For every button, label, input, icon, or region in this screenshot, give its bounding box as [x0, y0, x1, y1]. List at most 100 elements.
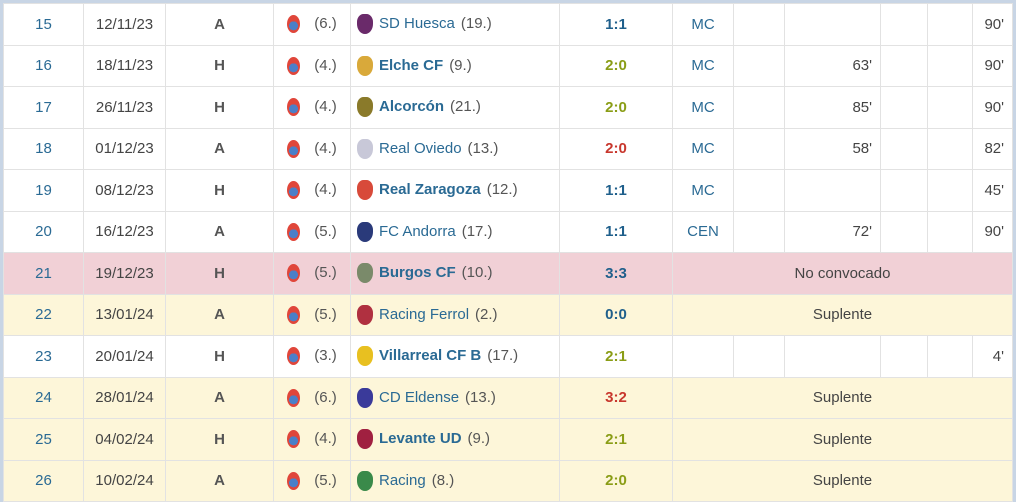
position: MC [672, 86, 734, 129]
espanyol-crest-icon [287, 471, 301, 490]
matchday[interactable]: 23 [3, 335, 84, 378]
minutes-played: 45' [972, 169, 1013, 212]
opponent-rank: (21.) [450, 98, 481, 116]
match-date: 18/11/23 [83, 44, 166, 87]
minutes-played: 82' [972, 127, 1013, 170]
opponent-name[interactable]: Racing Ferrol [379, 305, 470, 323]
opponent-name[interactable]: FC Andorra [379, 222, 456, 240]
minutes-played: 90' [972, 86, 1013, 129]
opponent-cell[interactable]: Real Oviedo (13.) [350, 127, 560, 170]
match-result[interactable]: 2:0 [559, 127, 673, 170]
position: MC [672, 44, 734, 87]
match-row: 19 08/12/23 H (4.) Real Zaragoza (12.) 1:… [3, 169, 1013, 212]
red-card [927, 169, 973, 212]
sub-off-minute [784, 335, 881, 378]
opponent-rank: (19.) [460, 15, 492, 33]
match-result[interactable]: 2:0 [559, 44, 673, 87]
opponent-name[interactable]: Villarreal CF B [379, 347, 482, 365]
opponent-name[interactable]: Elche CF [379, 56, 444, 74]
match-result[interactable]: 2:1 [559, 418, 673, 461]
own-rank: (4.) [314, 98, 337, 116]
espanyol-crest-icon [287, 222, 301, 241]
opponent-name[interactable]: Alcorcón [379, 98, 445, 116]
red-card [927, 86, 973, 129]
match-result[interactable]: 0:0 [559, 293, 673, 336]
own-rank: (4.) [314, 56, 337, 74]
opponent-rank: (9.) [449, 56, 472, 74]
match-row: 18 01/12/23 A (4.) Real Oviedo (13.) 2:0 M… [3, 127, 1013, 170]
opponent-cell[interactable]: Elche CF (9.) [350, 44, 560, 87]
opponent-name[interactable]: SD Huesca [379, 15, 455, 33]
opponent-name[interactable]: Real Zaragoza [379, 181, 481, 199]
match-date: 04/02/24 [83, 418, 166, 461]
opponent-rank: (10.) [461, 264, 493, 282]
match-result[interactable]: 2:0 [559, 86, 673, 129]
status-cell: Suplente [672, 418, 1013, 461]
match-date: 20/01/24 [83, 335, 166, 378]
matchday[interactable]: 15 [3, 3, 84, 46]
match-result[interactable]: 3:3 [559, 252, 673, 295]
matchday[interactable]: 18 [3, 127, 84, 170]
match-result[interactable]: 2:0 [559, 459, 673, 502]
opponent-rank: (17.) [461, 222, 493, 240]
opponent-cell[interactable]: FC Andorra (17.) [350, 210, 560, 253]
opponent-cell[interactable]: Real Zaragoza (12.) [350, 169, 560, 212]
opponent-cell[interactable]: Racing Ferrol (2.) [350, 293, 560, 336]
sub-off-minute [784, 3, 881, 46]
match-result[interactable]: 1:1 [559, 169, 673, 212]
matchday[interactable]: 20 [3, 210, 84, 253]
opponent-cell[interactable]: Villarreal CF B (17.) [350, 335, 560, 378]
goals [733, 3, 785, 46]
home-away: A [165, 459, 274, 502]
opponent-name[interactable]: Racing [379, 471, 426, 489]
opponent-crest-icon [357, 263, 373, 284]
opponent-crest-icon [357, 387, 373, 408]
match-result[interactable]: 1:1 [559, 3, 673, 46]
opponent-crest-icon [357, 55, 373, 76]
own-team-cell: (4.) [273, 86, 351, 129]
opponent-cell[interactable]: SD Huesca (19.) [350, 3, 560, 46]
opponent-rank: (13.) [467, 139, 499, 157]
minutes-played: 90' [972, 3, 1013, 46]
matchday[interactable]: 24 [3, 376, 84, 419]
goals [733, 86, 785, 129]
matchday[interactable]: 19 [3, 169, 84, 212]
opponent-cell[interactable]: CD Eldense (13.) [350, 376, 560, 419]
yellow-card [880, 3, 928, 46]
opponent-cell[interactable]: Burgos CF (10.) [350, 252, 560, 295]
home-away: A [165, 3, 274, 46]
match-date: 13/01/24 [83, 293, 166, 336]
sub-off-minute: 72' [784, 210, 881, 253]
matchday[interactable]: 17 [3, 86, 84, 129]
opponent-rank: (8.) [431, 471, 455, 489]
opponent-name[interactable]: Real Oviedo [379, 139, 462, 157]
matchday[interactable]: 21 [3, 252, 84, 295]
match-result[interactable]: 3:2 [559, 376, 673, 419]
goals [733, 44, 785, 87]
goals [733, 335, 785, 378]
home-away: A [165, 376, 274, 419]
yellow-card [880, 169, 928, 212]
match-row: 24 28/01/24 A (6.) CD Eldense (13.) 3:2 Su… [3, 376, 1013, 419]
opponent-cell[interactable]: Levante UD (9.) [350, 418, 560, 461]
opponent-cell[interactable]: Alcorcón (21.) [350, 86, 560, 129]
match-date: 28/01/24 [83, 376, 166, 419]
matchday[interactable]: 25 [3, 418, 84, 461]
opponent-crest-icon [357, 221, 373, 242]
matchday[interactable]: 22 [3, 293, 84, 336]
opponent-name[interactable]: CD Eldense [379, 388, 460, 406]
sub-off-minute: 58' [784, 127, 881, 170]
position [672, 335, 734, 378]
opponent-crest-icon [357, 97, 373, 118]
opponent-name[interactable]: Levante UD [379, 430, 462, 448]
matchday[interactable]: 26 [3, 459, 84, 502]
opponent-cell[interactable]: Racing (8.) [350, 459, 560, 502]
match-table-container: 15 12/11/23 A (6.) SD Huesca (19.) 1:1 MC … [3, 3, 1013, 502]
match-date: 26/11/23 [83, 86, 166, 129]
match-result[interactable]: 1:1 [559, 210, 673, 253]
home-away: H [165, 252, 274, 295]
matchday[interactable]: 16 [3, 44, 84, 87]
opponent-name[interactable]: Burgos CF [379, 264, 456, 282]
match-result[interactable]: 2:1 [559, 335, 673, 378]
match-row: 16 18/11/23 H (4.) Elche CF (9.) 2:0 MC 63… [3, 44, 1013, 87]
